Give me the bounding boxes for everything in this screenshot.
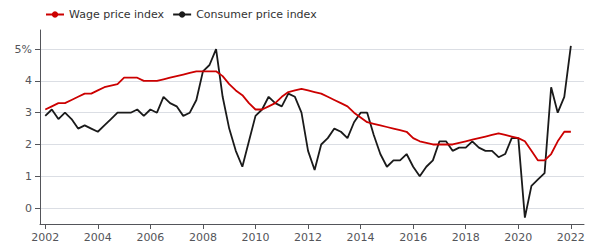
svg-text:1: 1 [25, 170, 32, 183]
svg-text:2006: 2006 [136, 231, 164, 244]
svg-text:2016: 2016 [399, 231, 427, 244]
svg-text:2010: 2010 [241, 231, 269, 244]
svg-text:5%: 5% [15, 43, 32, 56]
svg-text:2014: 2014 [347, 231, 375, 244]
svg-text:2004: 2004 [84, 231, 112, 244]
svg-text:0: 0 [25, 202, 32, 215]
svg-text:2008: 2008 [189, 231, 217, 244]
svg-text:2022: 2022 [557, 231, 585, 244]
svg-text:4: 4 [25, 74, 32, 87]
svg-text:2018: 2018 [452, 231, 480, 244]
svg-text:2002: 2002 [31, 231, 59, 244]
svg-text:2012: 2012 [294, 231, 322, 244]
svg-text:2020: 2020 [504, 231, 532, 244]
svg-text:Consumer price index: Consumer price index [196, 8, 317, 21]
svg-text:2: 2 [25, 138, 32, 151]
svg-text:3: 3 [25, 106, 32, 119]
svg-text:Wage price index: Wage price index [69, 8, 165, 21]
